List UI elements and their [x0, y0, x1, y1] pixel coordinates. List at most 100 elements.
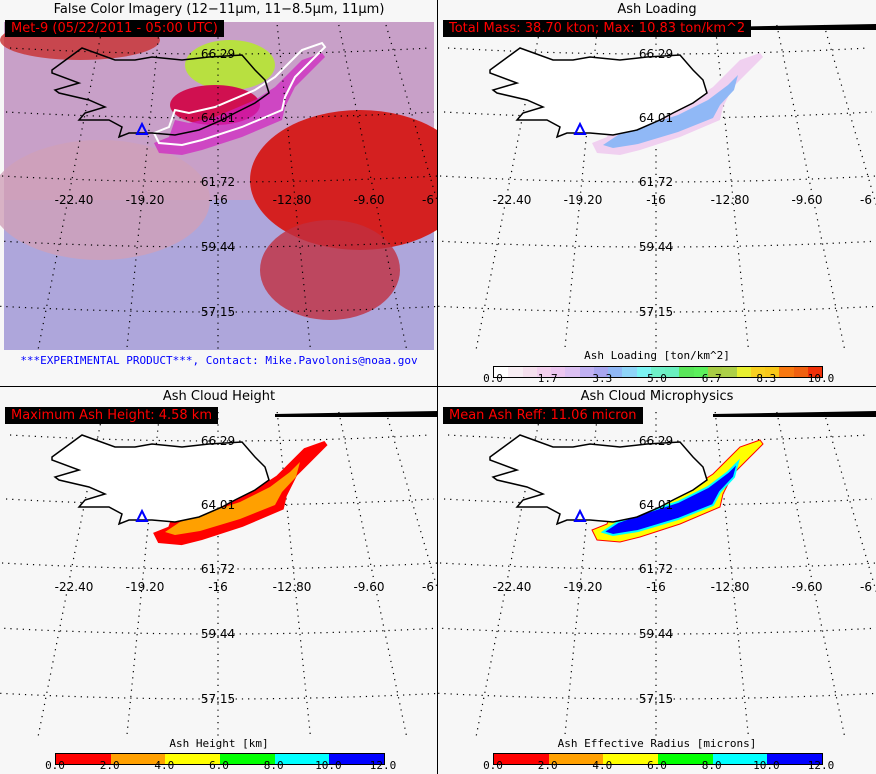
grid-labels: 66.29 64.01 61.72 59.44 57.15 -22.40 -19.20 -16… — [55, 434, 434, 706]
iceland-coastline — [51, 47, 270, 139]
imagery-green-cloud — [185, 40, 275, 90]
longitude-label: -6 — [422, 580, 434, 594]
colorbar-swatch — [522, 367, 537, 377]
colorbar-title: Ash Loading [ton/km^2] — [584, 349, 730, 362]
panel-title: Ash Loading — [617, 2, 697, 17]
latitude-label: 66.29 — [639, 434, 673, 448]
colorbar-swatch — [579, 367, 594, 377]
colorbar-tick-label: 0.0 — [483, 759, 503, 772]
grid-labels: 66.29 64.01 61.72 59.44 57.15 -22.40 -19.20 -16… — [493, 434, 872, 706]
colorbar-swatch — [765, 367, 780, 377]
colorbar-swatch — [707, 367, 723, 377]
latitude-line — [9, 47, 431, 55]
volcano-triangle-icon — [573, 508, 587, 522]
colorbar-swatch — [301, 754, 330, 764]
colorbar-swatch — [793, 367, 808, 377]
max-height-label: Maximum Ash Height: 4.58 km — [5, 407, 218, 424]
colorbar-swatch — [137, 754, 166, 764]
panel-divider — [0, 386, 876, 387]
colorbar-swatch — [750, 367, 766, 377]
colorbar-swatch — [536, 367, 552, 377]
longitude-line — [338, 411, 408, 738]
longitude-label: -19.20 — [126, 580, 165, 594]
latitude-label: 66.29 — [201, 47, 235, 61]
colorbar-swatch — [693, 367, 708, 377]
colorbar-swatch — [807, 367, 823, 377]
longitude-label: -22.40 — [493, 580, 532, 594]
colorbar-swatch — [165, 754, 193, 764]
colorbar-swatch — [247, 754, 275, 764]
longitude-label: -12.80 — [711, 193, 750, 207]
colorbar-swatch — [650, 367, 666, 377]
longitude-label: -12.80 — [273, 193, 312, 207]
false-color-imagery — [0, 20, 438, 350]
colorbar-swatch — [575, 754, 604, 764]
colorbar-swatch — [565, 367, 580, 377]
latitude-label: 64.01 — [201, 111, 235, 125]
longitude-label: -12.80 — [711, 580, 750, 594]
latitude-label: 57.15 — [201, 305, 235, 319]
satellite-time-label: Met-9 (05/22/2011 - 05:00 UTC) — [5, 20, 224, 37]
panel-ash-height: 66.29 64.01 61.72 59.44 57.15 -22.40 -19.20 -16… — [0, 387, 438, 774]
longitude-label: -6 — [860, 193, 872, 207]
colorbar-swatch — [551, 367, 566, 377]
longitude-line — [385, 411, 438, 593]
longitude-label: -9.60 — [791, 193, 822, 207]
colorbar-tick-label: 10.0 — [807, 372, 835, 385]
latitude-label: 61.72 — [639, 562, 673, 576]
longitude-label: -22.40 — [55, 580, 94, 594]
longitude-line — [776, 24, 846, 351]
latitude-line — [1, 562, 438, 570]
latitude-label: 57.15 — [639, 692, 673, 706]
colorbar-swatch — [679, 367, 694, 377]
panel-ash-microphysics: 66.29 64.01 61.72 59.44 57.15 -22.40 -19.20 -16… — [438, 387, 876, 774]
colorbar-swatch — [608, 367, 623, 377]
colorbar-tick-label: 12.0 — [807, 759, 835, 772]
ash-height-map: 66.29 64.01 61.72 59.44 57.15 -22.40 -19.20 -16… — [0, 411, 438, 738]
ash-contour — [152, 41, 327, 147]
ash-height-colorbar — [55, 753, 385, 765]
lat-lon-grid — [438, 24, 876, 351]
longitude-line — [776, 411, 846, 738]
grid-labels: 66.29 64.01 61.72 59.44 57.15 -22.40 -19.20 -16… — [55, 47, 434, 319]
volcano-triangle-icon — [135, 508, 149, 522]
ash-loading-colorbar — [493, 366, 823, 378]
colorbar-tick-label: 5.0 — [647, 372, 667, 385]
colorbar-swatch — [56, 754, 84, 764]
colorbar-tick-label: 2.0 — [99, 759, 120, 772]
panel-divider — [437, 0, 438, 774]
panel-ash-loading: 66.29 64.01 61.72 59.44 57.15 -22.40 -19.20 -16… — [438, 0, 876, 387]
map-edge — [713, 24, 876, 30]
colorbar-swatch — [685, 754, 713, 764]
colorbar-tick-label: 4.0 — [154, 759, 175, 772]
colorbar-tick-label: 6.7 — [701, 372, 722, 385]
latitude-label: 57.15 — [639, 305, 673, 319]
colorbar-swatch — [593, 367, 609, 377]
colorbar-swatch — [110, 754, 138, 764]
colorbar-swatch — [274, 754, 302, 764]
colorbar-tick-label: 0.0 — [483, 372, 503, 385]
longitude-label: -19.20 — [564, 193, 603, 207]
lat-lon-grid — [438, 411, 876, 738]
colorbar-swatch — [736, 367, 751, 377]
grid-labels: 66.29 64.01 61.72 59.44 57.15 -22.40 -19.20 -16… — [493, 47, 872, 319]
colorbar-tick-label: 0.0 — [45, 759, 65, 772]
false-color-map: 66.29 64.01 61.72 59.44 57.15 -22.40 -19.20 -16… — [0, 20, 438, 351]
lat-lon-grid — [0, 411, 438, 738]
longitude-label: -6 — [422, 193, 434, 207]
total-mass-label: Total Mass: 38.70 kton; Max: 10.83 ton/k… — [443, 20, 752, 37]
colorbar-swatch — [779, 367, 794, 377]
colorbar-tick-label: 8.0 — [263, 759, 284, 772]
colorbar-tick-label: 8.0 — [701, 759, 722, 772]
latitude-label: 59.44 — [639, 240, 673, 254]
longitude-label: -19.20 — [126, 193, 165, 207]
colorbar-swatch — [794, 754, 822, 764]
longitude-label: -22.40 — [493, 193, 532, 207]
longitude-label: -22.40 — [55, 193, 94, 207]
colorbar-tick-label: 10.0 — [753, 759, 780, 772]
longitude-label: -16 — [208, 193, 228, 207]
colorbar-swatch — [329, 754, 357, 764]
volcano-triangle-icon — [135, 121, 149, 135]
latitude-label: 64.01 — [201, 498, 235, 512]
